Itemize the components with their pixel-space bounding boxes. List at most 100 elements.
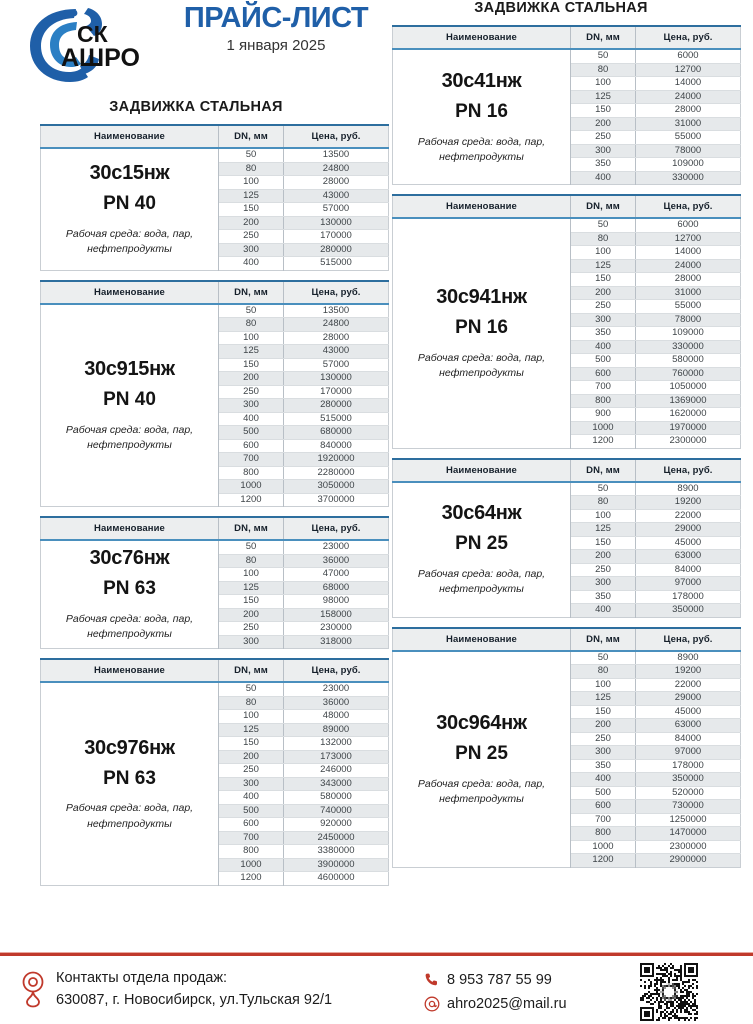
product-pressure-rating: PN 40 xyxy=(103,193,156,215)
table-row: 200 130000 xyxy=(41,371,389,386)
cell-price: 22000 xyxy=(635,509,741,523)
location-pin-icon xyxy=(20,970,46,1013)
cell-price: 515000 xyxy=(283,412,389,426)
cell-price: 12700 xyxy=(635,232,741,246)
table-row: 800 1470000 xyxy=(393,826,741,841)
table-row: 300 280000 xyxy=(41,398,389,413)
cell-price: 22000 xyxy=(635,678,741,692)
price-table-30s915nj: Наименование DN, мм Цена, руб. 30с915нж PN 4… xyxy=(40,279,389,507)
table-row: 80 12700 xyxy=(393,232,741,246)
phone-row[interactable]: 8 953 787 55 99 xyxy=(424,968,624,992)
cell-price: 31000 xyxy=(635,286,741,300)
product-name-cell: 30с915нж PN 40 Рабочая среда: вода, пар, н… xyxy=(40,303,219,507)
cell-price: 57000 xyxy=(283,202,389,217)
cell-dn: 200 xyxy=(570,117,636,131)
email-row[interactable]: ahro2025@mail.ru xyxy=(424,992,624,1016)
col-header-price: Цена, руб. xyxy=(283,516,389,541)
section-heading-right: ЗАДВИЖКА СТАЛЬНАЯ xyxy=(474,0,648,16)
table-row: 250 84000 xyxy=(393,563,741,577)
table-row: 200 63000 xyxy=(393,718,741,733)
cell-dn: 50 xyxy=(570,481,636,496)
cell-dn: 100 xyxy=(570,245,636,260)
cell-dn: 125 xyxy=(570,691,636,706)
cell-price: 920000 xyxy=(283,817,389,832)
col-header-price: Цена, руб. xyxy=(635,626,741,652)
table-header-row: Наименование DN, мм Цена, руб. xyxy=(392,194,741,219)
cell-price: 14000 xyxy=(635,76,741,91)
product-name-cell: 30с64нж PN 25 Рабочая среда: вода, пар, не… xyxy=(392,481,571,617)
cell-dn: 80 xyxy=(570,232,636,246)
cell-dn: 500 xyxy=(218,425,284,440)
email-at-icon xyxy=(424,996,440,1012)
tables-column-right: Наименование DN, мм Цена, руб. 30с41нж PN 16… xyxy=(392,25,741,877)
cell-dn: 700 xyxy=(218,831,284,845)
cell-dn: 200 xyxy=(570,549,636,564)
cell-price: 130000 xyxy=(283,371,389,386)
cell-price: 28000 xyxy=(635,103,741,118)
col-header-name: Наименование xyxy=(392,626,571,652)
cell-dn: 300 xyxy=(218,635,284,649)
table-row: 30с15нж PN 40 Рабочая среда: вода, пар, не… xyxy=(40,148,389,270)
product-model: 30с964нж xyxy=(436,711,527,734)
table-row: 150 28000 xyxy=(393,103,741,118)
cell-dn: 900 xyxy=(570,407,636,422)
cell-price: 343000 xyxy=(283,777,389,791)
section-heading-left: ЗАДВИЖКА СТАЛЬНАЯ xyxy=(109,99,283,115)
table-row: 150 45000 xyxy=(393,536,741,550)
cell-dn: 400 xyxy=(570,340,636,354)
table-row: 125 89000 xyxy=(41,723,389,737)
whatsapp-qr-code[interactable] xyxy=(640,963,698,1021)
cell-dn: 50 xyxy=(570,218,636,233)
cell-dn: 300 xyxy=(570,576,636,591)
cell-price: 6000 xyxy=(635,49,741,64)
phone-number: 8 953 787 55 99 xyxy=(447,972,552,988)
cell-dn: 100 xyxy=(218,175,284,190)
cell-dn: 350 xyxy=(570,326,636,341)
cell-price: 1369000 xyxy=(635,394,741,408)
cell-dn: 100 xyxy=(218,331,284,345)
table-header-row: Наименование DN, мм Цена, руб. xyxy=(40,124,389,149)
cell-price: 760000 xyxy=(635,367,741,381)
table-row: 300 97000 xyxy=(393,576,741,591)
cell-dn: 1000 xyxy=(570,840,636,854)
cell-dn: 150 xyxy=(218,202,284,217)
table-row: 125 24000 xyxy=(393,90,741,104)
table-row: 150 57000 xyxy=(41,202,389,217)
cell-price: 350000 xyxy=(635,772,741,787)
table-row: 400 350000 xyxy=(393,772,741,787)
table-row: 200 31000 xyxy=(393,117,741,131)
cell-dn: 400 xyxy=(570,772,636,787)
contacts-label: Контакты отдела продаж: xyxy=(56,970,228,986)
col-header-name: Наименование xyxy=(40,279,219,305)
table-row: 250 230000 xyxy=(41,621,389,636)
cell-price: 1620000 xyxy=(635,407,741,422)
email-address: ahro2025@mail.ru xyxy=(447,996,567,1012)
col-header-name: Наименование xyxy=(40,658,219,683)
table-row: 100 47000 xyxy=(41,567,389,582)
table-header-row: Наименование DN, мм Цена, руб. xyxy=(40,279,389,305)
cell-price: 43000 xyxy=(283,189,389,203)
working-medium-note: Рабочая среда: вода, пар, нефтепродукты xyxy=(65,802,194,830)
cell-dn: 300 xyxy=(570,144,636,158)
title-block: ПРАЙС-ЛИСТ 1 января 2025 xyxy=(160,4,392,55)
table-header-row: Наименование DN, мм Цена, руб. xyxy=(40,658,389,683)
cell-dn: 400 xyxy=(570,171,636,185)
cell-dn: 250 xyxy=(570,732,636,746)
cell-price: 23000 xyxy=(283,540,389,555)
cell-price: 24800 xyxy=(283,317,389,332)
cell-dn: 400 xyxy=(218,412,284,426)
table-row: 350 178000 xyxy=(393,759,741,773)
table-row: 125 29000 xyxy=(393,522,741,537)
cell-dn: 250 xyxy=(218,763,284,778)
flange-ring-icon xyxy=(30,8,102,82)
table-row: 30с64нж PN 25 Рабочая среда: вода, пар, не… xyxy=(392,481,741,617)
cell-dn: 200 xyxy=(570,718,636,733)
table-row: 700 2450000 xyxy=(41,831,389,845)
cell-dn: 125 xyxy=(218,581,284,595)
price-table-30s964nj: Наименование DN, мм Цена, руб. 30с964нж PN 2… xyxy=(392,626,741,868)
cell-dn: 50 xyxy=(570,650,636,665)
col-header-name: Наименование xyxy=(392,457,571,483)
logo-text-ahro: АШРО xyxy=(61,44,140,72)
cell-price: 8900 xyxy=(635,650,741,665)
cell-price: 1250000 xyxy=(635,813,741,827)
